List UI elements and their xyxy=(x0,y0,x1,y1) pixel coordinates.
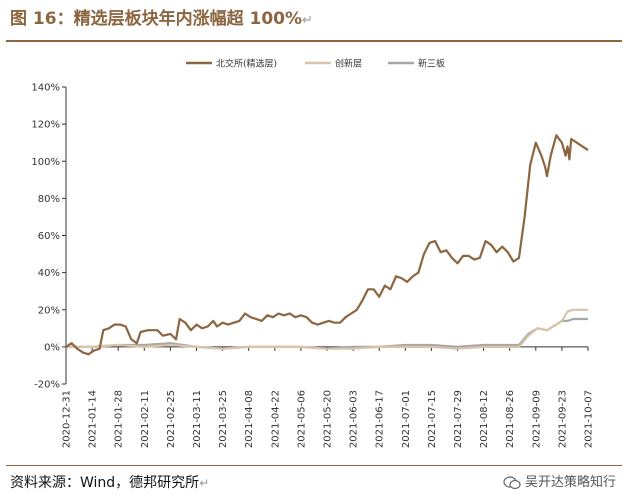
x-tick-label: 2021-08-12 xyxy=(479,390,490,448)
chart-title: 图 16：精选层板块年内涨幅超 100%↵ xyxy=(10,4,313,34)
x-tick-label: 2021-04-22 xyxy=(270,390,281,448)
x-tick-label: 2021-03-25 xyxy=(218,390,229,448)
y-tick-label: 120% xyxy=(31,120,60,131)
x-tick-label: 2021-07-01 xyxy=(401,390,412,448)
legend: 北交所(精选层) 创新层 新三板 xyxy=(186,58,445,70)
wechat-icon xyxy=(503,476,521,490)
series-line-北交所(精选层) xyxy=(65,134,589,356)
x-tick-label: 2021-05-20 xyxy=(323,390,334,448)
x-tick-label: 2021-09-23 xyxy=(557,390,568,448)
x-tick-label: 2021-01-14 xyxy=(88,390,99,448)
y-tick-label: 140% xyxy=(31,83,60,94)
legend-label: 创新层 xyxy=(335,58,362,70)
x-axis: 2020-12-31 2021-01-14 2021-01-28 2021-02-11… xyxy=(62,346,595,448)
x-tick-label: 2021-07-15 xyxy=(427,390,438,448)
return-mark-icon: ↵ xyxy=(199,476,210,490)
x-tick-label: 2021-09-09 xyxy=(531,390,542,448)
series-line-创新层 xyxy=(66,308,588,350)
x-tick-label: 2021-10-07 xyxy=(584,390,595,448)
y-tick-label: 0% xyxy=(44,342,60,353)
watermark: 吴开达策略知行 xyxy=(503,470,616,496)
x-tick-label: 2021-02-25 xyxy=(166,390,177,448)
line-chart: 北交所(精选层) 创新层 新三板 140% 120% 100% 80% 60% 40% 20% 0… xyxy=(31,58,595,449)
y-axis: 140% 120% 100% 80% 60% 40% 20% 0% -20% xyxy=(31,83,67,391)
footer-divider xyxy=(6,465,622,466)
header-divider xyxy=(6,40,622,42)
legend-label: 新三板 xyxy=(418,58,445,70)
source-text: 资料来源：Wind，德邦研究所 xyxy=(10,475,200,491)
title-text: 图 16：精选层板块年内涨幅超 100% xyxy=(10,9,303,29)
x-tick-label: 2021-03-11 xyxy=(192,390,203,448)
series-lines xyxy=(65,134,589,356)
x-tick-label: 2021-04-08 xyxy=(244,390,255,448)
x-tick-label: 2021-07-29 xyxy=(453,390,464,448)
watermark-text: 吴开达策略知行 xyxy=(524,475,616,490)
y-tick-label: 80% xyxy=(38,194,60,205)
x-tick-label: 2021-06-03 xyxy=(349,390,360,448)
x-tick-label: 2021-01-28 xyxy=(114,390,125,448)
x-tick-label: 2020-12-31 xyxy=(62,390,73,448)
source-note: 资料来源：Wind，德邦研究所↵ xyxy=(10,470,209,496)
y-tick-label: 40% xyxy=(38,268,60,279)
y-tick-label: 100% xyxy=(31,157,60,168)
y-tick-label: 60% xyxy=(38,231,60,242)
x-tick-label: 2021-05-06 xyxy=(296,390,307,448)
legend-label: 北交所(精选层) xyxy=(216,58,277,70)
y-tick-label: -20% xyxy=(34,380,60,391)
x-tick-label: 2021-06-17 xyxy=(375,390,386,448)
x-tick-label: 2021-08-26 xyxy=(505,390,516,448)
y-tick-label: 20% xyxy=(38,305,60,316)
series-line-新三板 xyxy=(66,317,588,350)
x-tick-label: 2021-02-11 xyxy=(140,390,151,448)
return-mark-icon: ↵ xyxy=(302,13,313,28)
